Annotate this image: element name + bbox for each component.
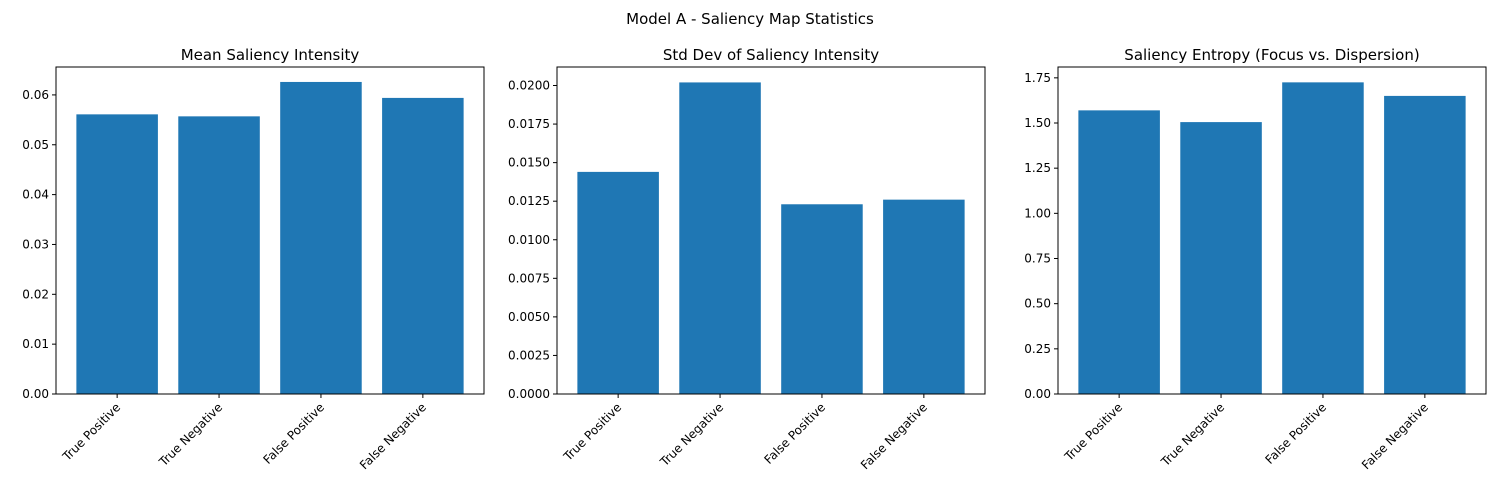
bar-false-positive (781, 204, 863, 394)
y-tick-label: 0.00 (22, 387, 49, 401)
bar-false-negative (883, 199, 965, 394)
bar-true-positive (577, 171, 659, 394)
y-tick-label: 1.75 (1024, 71, 1051, 85)
x-tick-label: True Positive (560, 400, 624, 464)
y-tick-label: 0.25 (1024, 342, 1051, 356)
chart-panel-1: Mean Saliency Intensity 0.00 0.01 0.02 0.03 0… (22, 46, 485, 472)
y-tick-label: 0.00 (1024, 387, 1051, 401)
bar-false-negative (1384, 95, 1466, 395)
y-tick-label: 0.03 (22, 237, 49, 251)
y-tick-label: 1.00 (1024, 206, 1051, 220)
x-tick-label: True Positive (59, 400, 123, 464)
chart-panel-3: Saliency Entropy (Focus vs. Dispersion) 0… (1024, 46, 1487, 472)
axes-frame (556, 66, 986, 395)
axes-frame (1057, 66, 1487, 395)
y-tick-label: 0.0150 (508, 156, 550, 170)
charts-container: Mean Saliency Intensity 0.00 0.01 0.02 0.03 0… (22, 46, 1487, 472)
y-tick-label: 0.02 (22, 287, 49, 301)
y-tick-label: 0.0000 (508, 387, 550, 401)
chart-title: Saliency Entropy (Focus vs. Dispersion) (1124, 46, 1419, 64)
x-tick-label: False Positive (761, 400, 828, 467)
bar-true-negative (679, 82, 761, 394)
y-tick-label: 0.05 (22, 138, 49, 152)
bar-true-positive (76, 114, 158, 394)
bar-true-negative (1180, 122, 1262, 395)
x-tick-label: False Negative (858, 400, 930, 472)
x-tick-label: True Negative (1158, 400, 1227, 469)
chart-title: Mean Saliency Intensity (181, 46, 360, 64)
x-tick-label: False Positive (260, 400, 327, 467)
y-tick-label: 1.50 (1024, 116, 1051, 130)
y-tick-label: 0.06 (22, 88, 49, 102)
y-tick-label: 0.04 (22, 188, 49, 202)
y-tick-label: 0.0125 (508, 194, 550, 208)
y-tick-label: 0.0175 (508, 117, 550, 131)
bar-false-negative (382, 97, 464, 394)
y-tick-label: 0.0075 (508, 271, 550, 285)
y-tick-label: 0.01 (22, 337, 49, 351)
x-tick-label: False Positive (1262, 400, 1329, 467)
y-tick-label: 0.50 (1024, 297, 1051, 311)
y-tick-label: 0.75 (1024, 252, 1051, 266)
chart-title: Std Dev of Saliency Intensity (663, 46, 879, 64)
axes-frame (55, 66, 485, 395)
x-tick-label: True Positive (1061, 400, 1125, 464)
y-tick-label: 1.25 (1024, 161, 1051, 175)
figure-suptitle: Model A - Saliency Map Statistics (626, 10, 874, 28)
x-tick-label: True Negative (156, 400, 225, 469)
y-tick-label: 0.0100 (508, 233, 550, 247)
y-tick-label: 0.0200 (508, 79, 550, 93)
x-tick-label: False Negative (1359, 400, 1431, 472)
y-tick-label: 0.0050 (508, 310, 550, 324)
x-tick-label: True Negative (657, 400, 726, 469)
y-tick-label: 0.0025 (508, 348, 550, 362)
bar-false-positive (1282, 82, 1364, 394)
bar-true-negative (178, 116, 260, 394)
x-tick-label: False Negative (357, 400, 429, 472)
chart-panel-2: Std Dev of Saliency Intensity 0.0000 0.002… (508, 46, 986, 472)
bar-true-positive (1078, 110, 1160, 394)
bar-false-positive (280, 81, 362, 394)
